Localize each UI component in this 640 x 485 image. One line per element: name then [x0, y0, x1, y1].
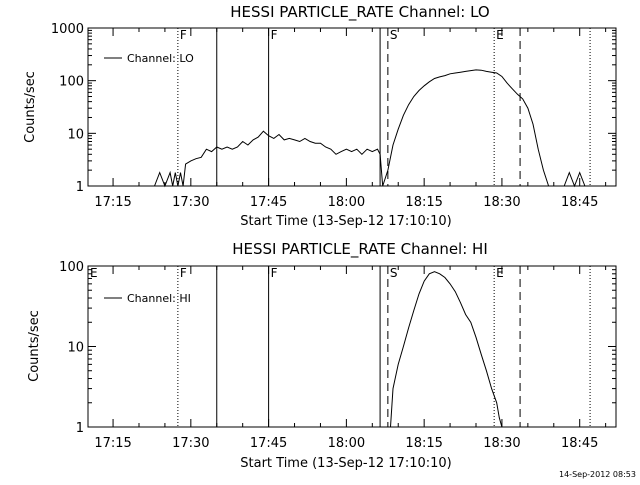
- lo-x-tick-label-4: 18:15: [405, 195, 442, 210]
- hi-y-tick-label-2: 100: [59, 260, 84, 275]
- hi-plot-frame: [87, 265, 617, 428]
- hi-marker-label-2: F: [271, 266, 278, 280]
- lo-legend-label: Channel: LO: [127, 52, 194, 65]
- lo-series-line-0: [88, 69, 591, 188]
- hi-y-tick-label-1: 10: [67, 341, 84, 356]
- lo-y-tick-label-2: 100: [59, 75, 84, 90]
- panel-hi: HESSI PARTICLE_RATE Channel: HI Counts/s…: [27, 240, 617, 471]
- hi-y-tick-label-0: 1: [76, 421, 84, 436]
- hi-marker-label-5: E: [496, 266, 504, 280]
- lo-y-tick-label-0: 1: [76, 180, 84, 195]
- hi-marker-label-0: F: [180, 266, 187, 280]
- lo-data-layer: 17:15 17:30 17:45 18:00 18:15 18:30 18:45 1 10 10…: [51, 22, 616, 210]
- lo-x-tick-label-3: 18:00: [328, 195, 365, 210]
- hi-chart-title: HESSI PARTICLE_RATE Channel: HI: [232, 240, 488, 259]
- hi-x-tick-label-0: 17:15: [94, 436, 131, 451]
- lo-x-tick-label-0: 17:15: [94, 195, 131, 210]
- lo-marker-label-4: S: [390, 28, 398, 42]
- hi-x-axis-label: Start Time (13-Sep-12 17:10:10): [240, 456, 451, 471]
- lo-y-tick-label-1: 10: [67, 127, 84, 142]
- lo-x-tick-label-1: 17:30: [172, 195, 209, 210]
- lo-x-tick-label-5: 18:30: [483, 195, 520, 210]
- hi-x-tick-label-3: 18:00: [328, 436, 365, 451]
- lo-chart-title: HESSI PARTICLE_RATE Channel: LO: [230, 3, 489, 22]
- hi-data-layer: 17:15 17:30 17:45 18:00 18:15 18:30 18:45 1 10 10…: [59, 260, 616, 451]
- lo-x-tick-label-6: 18:45: [561, 195, 598, 210]
- lo-y-axis-label: Counts/sec: [23, 71, 38, 143]
- lo-marker-label-5: E: [496, 28, 504, 42]
- hi-legend-label: Channel: HI: [127, 292, 191, 305]
- lo-marker-label-0: F: [180, 28, 187, 42]
- hi-corner-label: E: [90, 266, 98, 280]
- lo-y-tick-label-3: 1000: [51, 22, 84, 37]
- lo-x-axis-label: Start Time (13-Sep-12 17:10:10): [240, 214, 451, 229]
- hi-y-axis-label: Counts/sec: [27, 310, 42, 382]
- hi-x-tick-label-4: 18:15: [405, 436, 442, 451]
- hi-x-tick-label-2: 17:45: [250, 436, 287, 451]
- hi-marker-label-4: S: [390, 266, 398, 280]
- footer-timestamp: 14-Sep-2012 08:53: [559, 470, 636, 479]
- hi-x-tick-label-5: 18:30: [483, 436, 520, 451]
- lo-x-tick-label-2: 17:45: [250, 195, 287, 210]
- panel-lo: HESSI PARTICLE_RATE Channel: LO Counts/s…: [23, 3, 617, 229]
- lo-plot-frame: [87, 27, 617, 187]
- lo-marker-label-2: F: [271, 28, 278, 42]
- hi-x-tick-label-1: 17:30: [172, 436, 209, 451]
- hi-series-line-0: [390, 271, 503, 428]
- hi-x-tick-label-6: 18:45: [561, 436, 598, 451]
